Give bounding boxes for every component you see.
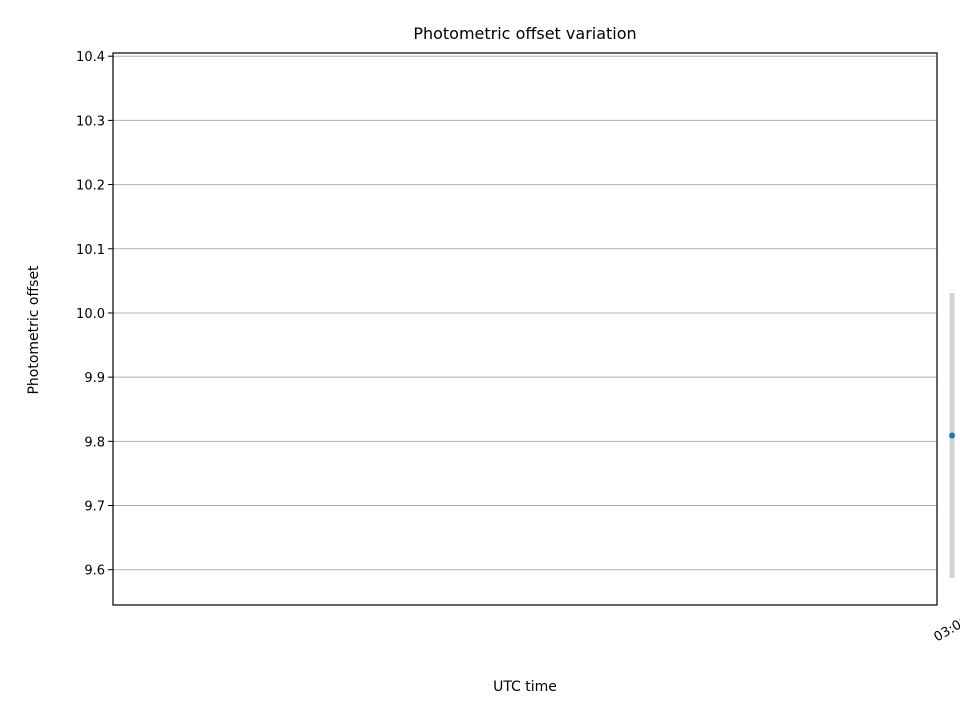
grid [113, 55, 937, 571]
y-tick-label: 10.4 [76, 50, 105, 65]
y-tick-label: 10.3 [76, 114, 105, 129]
chart-title: Photometric offset variation [413, 24, 636, 43]
y-tick-label: 9.8 [84, 435, 105, 450]
x-axis: 21:0022:0023:0000:0001:0002:0003:00 [932, 613, 960, 645]
x-axis-label: UTC time [493, 679, 557, 695]
data-points [949, 432, 956, 439]
error-bars [949, 293, 955, 579]
y-axis: 9.6 9.7 9.8 9.9 10.0 10.1 10.2 10.3 10.4 [76, 50, 113, 579]
plot-frame [112, 52, 938, 606]
y-axis-label: Photometric offset [26, 265, 42, 395]
y-tick-label: 9.7 [84, 500, 105, 515]
y-tick-label: 10.2 [76, 179, 105, 194]
y-tick-label: 10.0 [76, 307, 105, 322]
y-tick-label: 9.6 [84, 564, 105, 579]
y-tick-label: 10.1 [76, 243, 105, 258]
x-tick-label: 03:00 [932, 613, 960, 645]
data-point [949, 432, 956, 439]
y-tick-label: 9.9 [84, 371, 105, 386]
